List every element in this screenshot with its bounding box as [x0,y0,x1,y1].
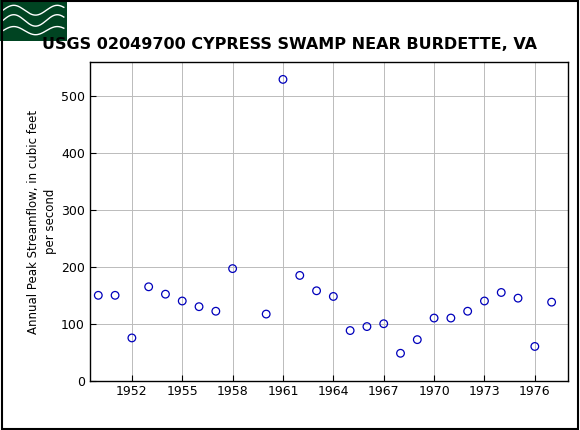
Text: USGS: USGS [75,12,130,29]
Point [110,292,119,299]
Point [161,291,170,298]
Point [312,287,321,294]
Point [547,299,556,306]
Point [177,298,187,304]
Bar [0,0,67,41]
Point [530,343,539,350]
Point [262,310,271,317]
Point [211,308,220,315]
Point [144,283,153,290]
Point [396,350,405,357]
Point [295,272,305,279]
Point [480,298,489,304]
Y-axis label: Annual Peak Streamflow, in cubic feet
per second: Annual Peak Streamflow, in cubic feet pe… [27,109,57,334]
Point [346,327,355,334]
Point [463,308,472,315]
Point [194,303,204,310]
Point [379,320,389,327]
Point [278,76,288,83]
Point [496,289,506,296]
Point [429,315,438,322]
Point [513,295,523,301]
Point [127,335,136,341]
Point [412,336,422,343]
Text: USGS 02049700 CYPRESS SWAMP NEAR BURDETTE, VA: USGS 02049700 CYPRESS SWAMP NEAR BURDETT… [42,37,538,52]
Point [329,293,338,300]
Point [362,323,372,330]
Point [228,265,237,272]
Point [446,315,455,322]
Point [93,292,103,299]
